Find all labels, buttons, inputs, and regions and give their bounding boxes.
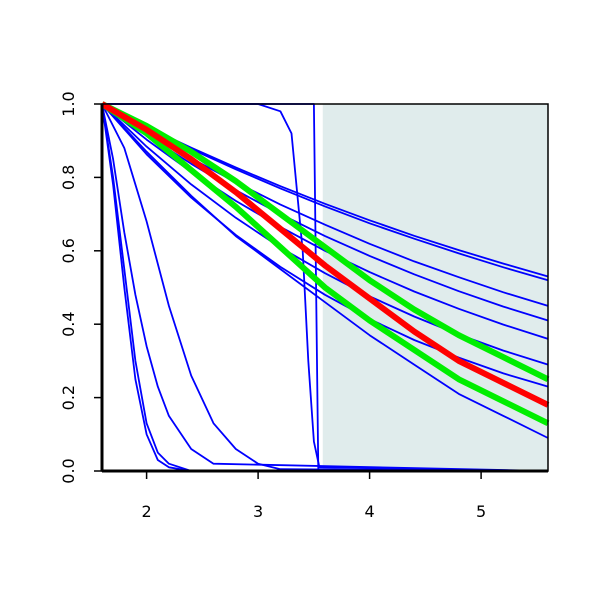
line	[101, 103, 549, 388]
line	[101, 103, 549, 472]
y-tick-label: 0.6	[59, 238, 78, 263]
x-tick-label: 5	[476, 502, 486, 521]
x-tick-label: 2	[142, 502, 152, 521]
line	[101, 103, 549, 439]
line	[101, 103, 549, 472]
line	[100, 101, 550, 408]
y-tick-label: 0.4	[59, 311, 78, 336]
y-tick-label: 0.0	[59, 458, 78, 483]
line	[100, 101, 550, 426]
x-tick-label: 4	[365, 502, 375, 521]
y-tick-label: 0.8	[59, 165, 78, 190]
line	[100, 101, 550, 382]
shaded-region	[322, 104, 548, 471]
y-tick-label: 1.0	[59, 91, 78, 116]
y-tick-label: 0.2	[59, 385, 78, 410]
x-tick-label: 3	[253, 502, 263, 521]
